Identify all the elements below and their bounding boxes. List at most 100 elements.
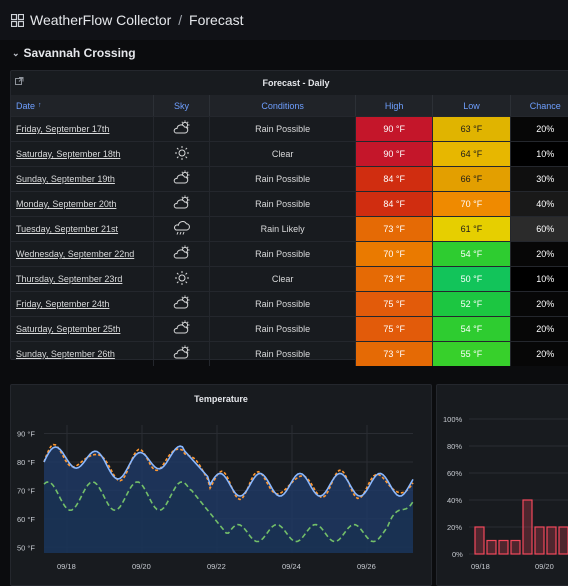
sky-cell bbox=[154, 117, 211, 141]
table-row: Monday, September 20th Rain Possible 84 … bbox=[11, 191, 568, 216]
high-cell: 84 °F bbox=[355, 192, 434, 216]
y-tick-label: 60 °F bbox=[17, 515, 35, 524]
column-header-high[interactable]: High bbox=[356, 95, 434, 116]
rain-chance-bar bbox=[486, 539, 497, 555]
partly-cloudy-icon bbox=[172, 245, 192, 263]
sky-cell bbox=[154, 167, 211, 191]
low-cell: 54 °F bbox=[433, 242, 511, 266]
date-link[interactable]: Sunday, September 26th bbox=[16, 349, 115, 359]
low-cell: 52 °F bbox=[433, 292, 511, 316]
column-header-conditions[interactable]: Conditions bbox=[210, 95, 356, 116]
apps-grid-icon[interactable] bbox=[10, 13, 25, 27]
external-link-icon[interactable] bbox=[15, 73, 24, 91]
high-cell: 84 °F bbox=[355, 167, 434, 191]
column-header-chance[interactable]: Chance bbox=[511, 95, 568, 116]
column-header-date[interactable]: Date ↑ bbox=[11, 95, 154, 116]
date-link[interactable]: Sunday, September 19th bbox=[16, 174, 115, 184]
y-tick-label: 90 °F bbox=[17, 430, 35, 439]
chance-cell: 10% bbox=[510, 142, 568, 166]
breadcrumb-app[interactable]: WeatherFlow Collector bbox=[30, 12, 172, 28]
column-header-sky[interactable]: Sky bbox=[154, 95, 211, 116]
date-link[interactable]: Saturday, September 18th bbox=[16, 149, 121, 159]
chance-cell: 20% bbox=[510, 292, 568, 316]
breadcrumb-page[interactable]: Forecast bbox=[189, 12, 244, 28]
conditions-cell: Rain Possible bbox=[210, 117, 356, 141]
sky-cell bbox=[154, 242, 211, 266]
partly-cloudy-icon bbox=[172, 170, 192, 188]
table-row: Tuesday, September 21st Rain Likely 73 °… bbox=[11, 216, 568, 241]
high-cell: 73 °F bbox=[355, 342, 434, 366]
x-tick-label: 09/18 bbox=[57, 562, 76, 571]
date-cell: Thursday, September 23rd bbox=[11, 267, 154, 291]
chance-cell: 40% bbox=[510, 192, 568, 216]
partly-cloudy-icon bbox=[172, 345, 192, 363]
table-header: Date ↑ Sky Conditions High Low Chance bbox=[11, 95, 568, 116]
low-cell: 63 °F bbox=[433, 117, 511, 141]
conditions-cell: Rain Possible bbox=[210, 317, 356, 341]
x-tick-label: 09/22 bbox=[207, 562, 226, 571]
low-area-fill bbox=[44, 481, 413, 553]
date-link[interactable]: Friday, September 17th bbox=[16, 124, 110, 134]
date-cell: Friday, September 17th bbox=[11, 117, 154, 141]
x-tick-label: 09/26 bbox=[357, 562, 376, 571]
table-row: Wednesday, September 22nd Rain Possible … bbox=[11, 241, 568, 266]
date-link[interactable]: Tuesday, September 21st bbox=[16, 224, 119, 234]
panel-title: Forecast - Daily bbox=[262, 78, 330, 88]
sky-cell bbox=[154, 292, 211, 316]
table-body: Friday, September 17th Rain Possible 90 … bbox=[11, 116, 568, 366]
sky-cell bbox=[154, 267, 211, 291]
table-row: Saturday, September 18th Clear 90 °F 64 … bbox=[11, 141, 568, 166]
table-row: Friday, September 17th Rain Possible 90 … bbox=[11, 116, 568, 141]
y-tick-label: 100% bbox=[443, 415, 463, 424]
date-link[interactable]: Saturday, September 25th bbox=[16, 324, 121, 334]
partly-cloudy-icon bbox=[172, 320, 192, 338]
y-tick-label: 80% bbox=[447, 442, 462, 451]
rain-chance-bar bbox=[522, 499, 533, 555]
low-cell: 55 °F bbox=[433, 342, 511, 366]
chance-cell: 20% bbox=[510, 317, 568, 341]
date-cell: Saturday, September 18th bbox=[11, 142, 154, 166]
low-cell: 50 °F bbox=[433, 267, 511, 291]
panel-title: Temperature bbox=[194, 394, 248, 404]
conditions-cell: Rain Possible bbox=[210, 242, 356, 266]
chevron-down-icon: ⌄ bbox=[12, 47, 20, 58]
column-header-low[interactable]: Low bbox=[433, 95, 511, 116]
conditions-cell: Rain Possible bbox=[210, 167, 356, 191]
precipitation-chance-panel: 100% 80% 60% 40% 20% 0% 09/18 09/20 bbox=[436, 384, 568, 586]
low-cell: 54 °F bbox=[433, 317, 511, 341]
y-tick-label: 60% bbox=[447, 469, 462, 478]
breadcrumb-separator: / bbox=[178, 12, 183, 28]
sky-cell bbox=[154, 142, 211, 166]
date-link[interactable]: Monday, September 20th bbox=[16, 199, 117, 209]
x-tick-label: 09/18 bbox=[471, 562, 490, 571]
date-link[interactable]: Wednesday, September 22nd bbox=[16, 249, 135, 259]
sky-cell bbox=[154, 192, 211, 216]
date-cell: Friday, September 24th bbox=[11, 292, 154, 316]
date-link[interactable]: Thursday, September 23rd bbox=[16, 274, 123, 284]
date-cell: Monday, September 20th bbox=[11, 192, 154, 216]
temperature-chart: 90 °F 80 °F 70 °F 60 °F 50 °F 09/18 09/20 09/22… bbox=[17, 425, 414, 571]
high-cell: 73 °F bbox=[355, 217, 434, 241]
rain-chance-bar bbox=[498, 539, 509, 555]
chance-cell: 20% bbox=[510, 342, 568, 366]
conditions-cell: Rain Possible bbox=[210, 292, 356, 316]
date-link[interactable]: Friday, September 24th bbox=[16, 299, 110, 309]
high-cell: 90 °F bbox=[355, 117, 434, 141]
high-cell: 70 °F bbox=[355, 242, 434, 266]
sun-icon bbox=[174, 270, 190, 288]
date-cell: Tuesday, September 21st bbox=[11, 217, 154, 241]
row-collapse-toggle[interactable]: ⌄ Savannah Crossing bbox=[12, 46, 136, 60]
high-cell: 75 °F bbox=[355, 292, 434, 316]
date-cell: Wednesday, September 22nd bbox=[11, 242, 154, 266]
chance-cell: 20% bbox=[510, 117, 568, 141]
x-tick-label: 09/24 bbox=[282, 562, 301, 571]
low-cell: 66 °F bbox=[433, 167, 511, 191]
column-header-date-label: Date bbox=[16, 100, 36, 111]
partly-cloudy-icon bbox=[172, 295, 192, 313]
y-tick-label: 20% bbox=[447, 523, 462, 532]
high-cell: 75 °F bbox=[355, 317, 434, 341]
forecast-table: Date ↑ Sky Conditions High Low Chance Fr… bbox=[11, 95, 568, 366]
sun-icon bbox=[174, 145, 190, 163]
sort-ascending-icon: ↑ bbox=[38, 102, 42, 109]
y-tick-label: 40% bbox=[447, 496, 462, 505]
